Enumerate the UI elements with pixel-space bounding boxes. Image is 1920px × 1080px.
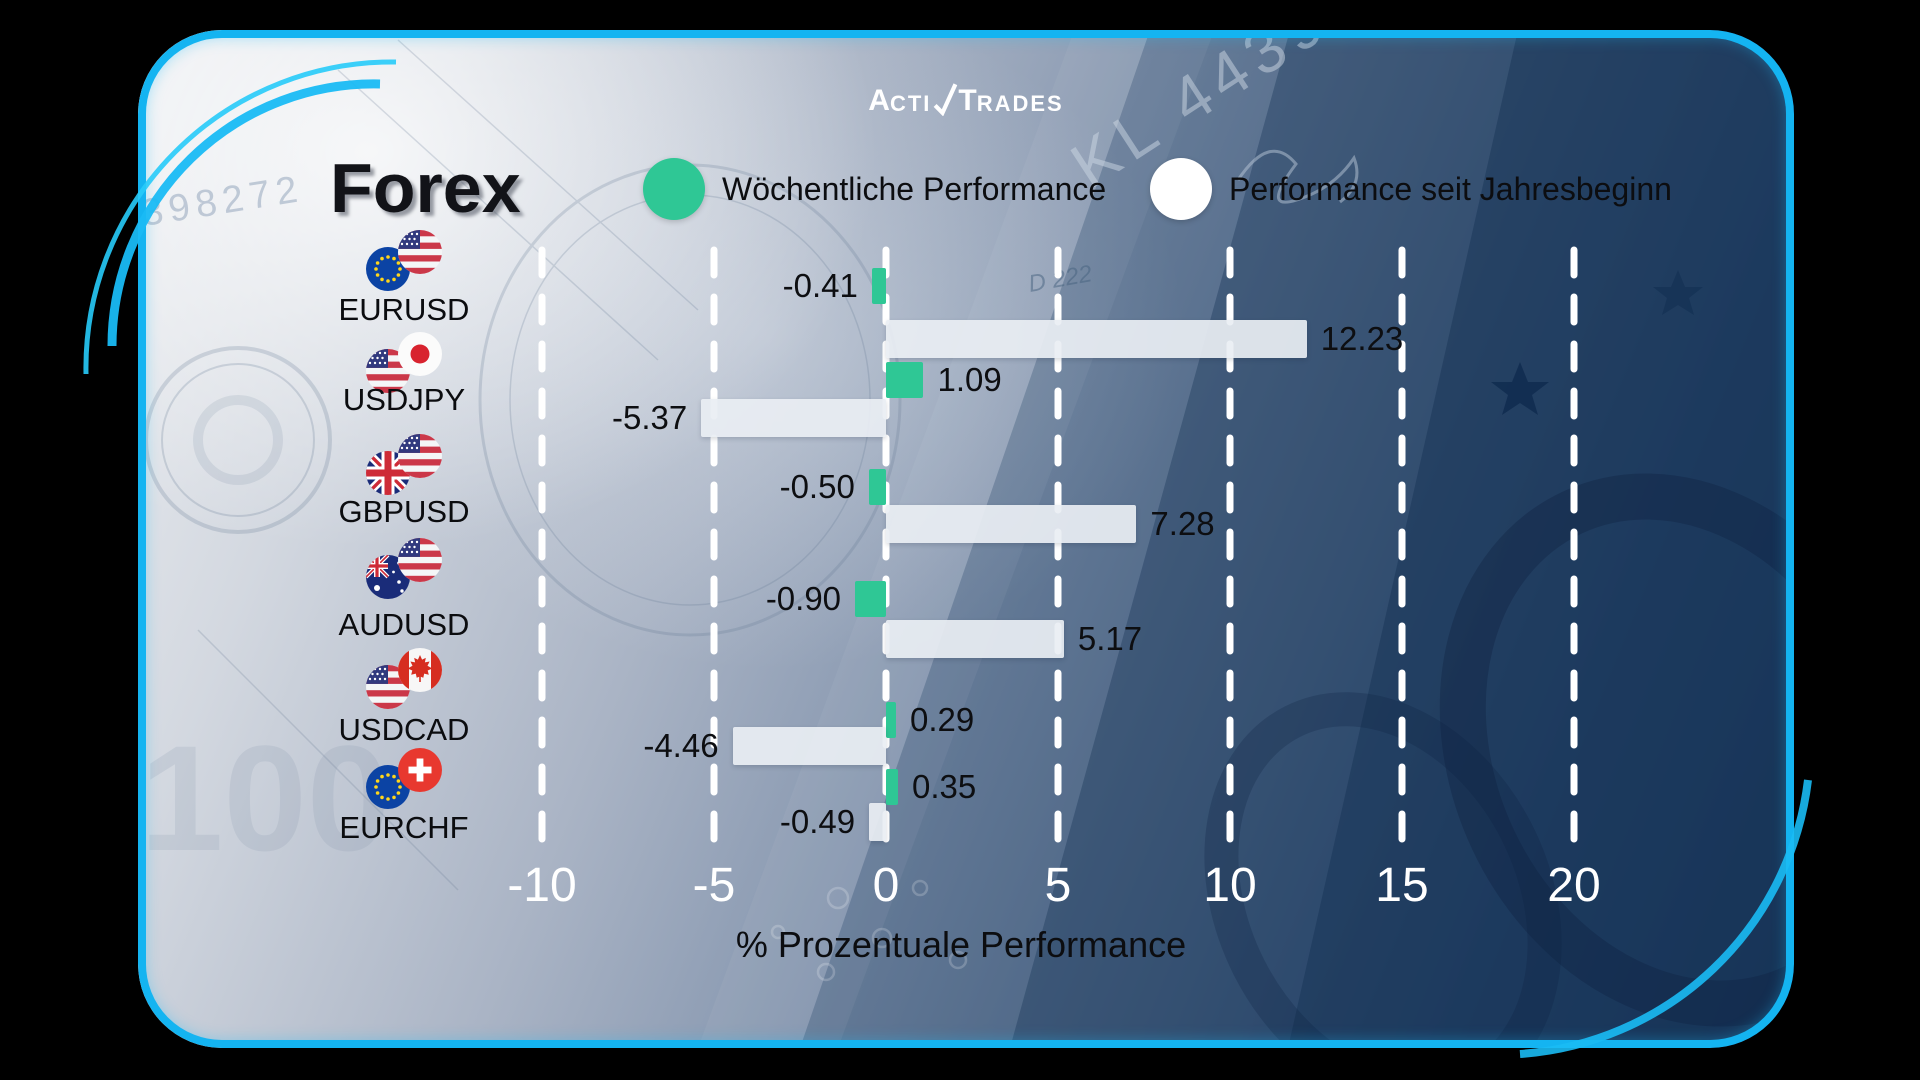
micro-circle-pattern <box>770 879 968 982</box>
weekly-bar-usdjpy <box>886 362 924 398</box>
ytd-legend-label: Performance seit Jahresbeginn <box>1229 170 1672 207</box>
ytd-bar-eurchf <box>869 803 886 841</box>
signature-art <box>1236 149 1359 204</box>
pair-label-eurusd: EURUSD <box>338 292 470 327</box>
ytd-bar-usdjpy <box>701 399 886 437</box>
jp-flag-icon <box>398 332 442 376</box>
ca-flag-icon <box>398 648 442 692</box>
flag-pair-icon-audusd <box>366 538 442 599</box>
weekly-value-label-audusd: -0.90 <box>765 580 842 617</box>
x-tick-20: 20 <box>1547 859 1601 912</box>
us-flag-icon <box>366 665 410 709</box>
x-axis-title: % Prozentuale Performance <box>735 924 1187 965</box>
ytd-value-label-gbpusd: 7.28 <box>1150 505 1215 542</box>
euro-star-icon <box>1491 270 1703 415</box>
weekly-bar-audusd <box>855 581 886 617</box>
x-tick--5: -5 <box>692 859 736 912</box>
pair-label-gbpusd: GBPUSD <box>338 494 470 529</box>
bill-100-text: 100 <box>140 714 390 882</box>
x-tick-5: 5 <box>1044 859 1072 912</box>
us-flag-icon <box>398 230 442 274</box>
legend-item-ytd: Performance seit Jahresbeginn <box>1150 158 1672 220</box>
weekly-value-label-gbpusd: -0.50 <box>779 468 855 505</box>
pair-label-usdjpy: USDJPY <box>342 382 466 417</box>
ytd-bar-gbpusd <box>886 505 1137 543</box>
logo-text: CTI <box>889 91 932 116</box>
flag-pair-icon-eurusd <box>366 230 442 291</box>
ytd-value-label-audusd: 5.17 <box>1077 620 1143 657</box>
ytd-value-label-usdjpy: -5.37 <box>612 399 688 436</box>
ytd-bar-eurusd <box>886 320 1307 358</box>
ytd-legend-swatch-icon <box>1150 158 1212 220</box>
pair-label-eurchf: EURCHF <box>339 810 469 845</box>
pair-label-audusd: AUDUSD <box>338 607 470 642</box>
weekly-value-label-eurusd: -0.41 <box>782 267 858 304</box>
pair-label-usdcad: USDCAD <box>338 712 470 747</box>
logo-text: T <box>958 84 977 117</box>
ytd-bar-usdcad <box>732 727 886 765</box>
us-flag-icon <box>398 434 442 478</box>
check-mark-icon <box>933 83 958 116</box>
x-tick-0: 0 <box>872 859 900 912</box>
weekly-value-label-eurchf: 0.35 <box>912 768 977 805</box>
x-tick-15: 15 <box>1375 859 1429 912</box>
brand-logo: A CTI T RADES <box>868 82 1063 116</box>
ytd-value-label-eurusd: 12.23 <box>1320 320 1404 357</box>
au-flag-icon <box>366 555 410 599</box>
legend-item-weekly: Wöchentliche Performance <box>643 158 1106 220</box>
panel: 398272 100 KL 4439 D 222 <box>138 30 1794 1048</box>
weekly-value-label-usdjpy: 1.09 <box>937 361 1002 398</box>
flag-pair-icon-gbpusd <box>366 434 442 495</box>
x-tick-10: 10 <box>1203 859 1257 912</box>
weekly-value-label-usdcad: 0.29 <box>909 701 975 738</box>
flag-pair-icon-eurchf <box>366 748 442 809</box>
x-tick--10: -10 <box>507 859 577 912</box>
logo-text: A <box>868 84 890 117</box>
ch-flag-icon <box>398 748 442 792</box>
us-flag-icon <box>398 538 442 582</box>
ytd-value-label-eurchf: -0.49 <box>779 803 856 840</box>
weekly-bar-eurchf <box>886 769 899 805</box>
weekly-legend-swatch-icon <box>643 158 705 220</box>
weekly-legend-label: Wöchentliche Performance <box>722 170 1107 207</box>
flag-pair-icon-usdcad <box>366 648 442 709</box>
weekly-bar-gbpusd <box>868 469 886 505</box>
ytd-value-label-usdcad: -4.46 <box>643 727 719 764</box>
weekly-bar-eurusd <box>871 268 886 304</box>
logo-text: RADES <box>976 91 1064 116</box>
weekly-bar-usdcad <box>886 702 896 738</box>
ytd-bar-audusd <box>886 620 1064 658</box>
